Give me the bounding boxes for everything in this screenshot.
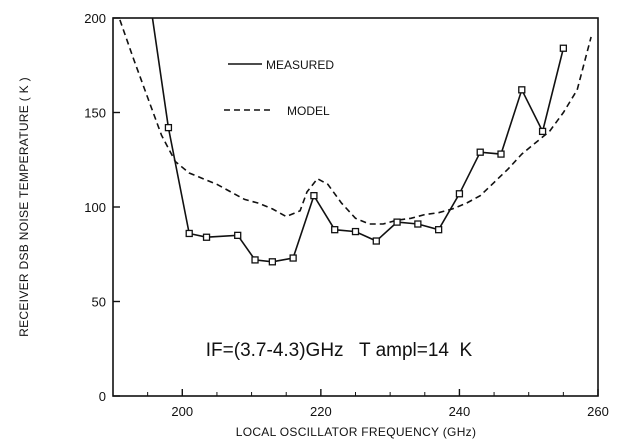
measured-point xyxy=(289,254,297,262)
measured-point xyxy=(518,86,526,94)
measured-point xyxy=(476,148,484,156)
measured-point xyxy=(434,226,443,234)
measured-point xyxy=(559,44,568,52)
legend-label-measured: MEASURED xyxy=(266,58,334,72)
x-axis-label: LOCAL OSCILLATOR FREQUENCY (GHz) xyxy=(236,425,477,439)
measured-point xyxy=(234,231,242,240)
series-layer xyxy=(119,18,592,266)
x-tick-label-220: 220 xyxy=(310,404,332,419)
y-axis-label: RECEIVER DSB NOISE TEMPERATURE ( K ) xyxy=(17,77,31,337)
x-tick-label-200: 200 xyxy=(171,404,193,419)
measured-point xyxy=(393,218,401,226)
measured-point xyxy=(310,192,318,200)
measured-point xyxy=(164,123,173,132)
legend: MEASURED MODEL xyxy=(224,58,334,118)
measured-point xyxy=(372,237,380,245)
y-tick-label-200: 200 xyxy=(84,11,106,26)
y-tick-label-0: 0 xyxy=(99,389,106,404)
measured-point xyxy=(455,190,464,198)
measured-point xyxy=(331,226,339,234)
if-annotation: IF=(3.7-4.3)GHz T ampl=14 K xyxy=(206,340,473,361)
measured-point xyxy=(414,220,422,228)
measured-point xyxy=(538,127,547,136)
x-axis-ticks: 200 220 240 260 xyxy=(147,389,609,419)
measured-point xyxy=(202,233,211,241)
measured-point xyxy=(251,256,259,264)
series-model-line xyxy=(119,19,592,225)
y-tick-label-150: 150 xyxy=(84,106,106,121)
y-tick-label-50: 50 xyxy=(92,295,106,310)
x-tick-label-240: 240 xyxy=(449,404,471,419)
measured-point xyxy=(497,150,505,158)
legend-label-model: MODEL xyxy=(287,104,330,118)
measured-point xyxy=(185,229,193,238)
y-tick-label-100: 100 xyxy=(84,200,106,215)
series-measured-line xyxy=(151,18,565,263)
y-axis-ticks: 0 50 100 150 200 xyxy=(84,11,120,404)
measured-point xyxy=(351,227,360,236)
x-tick-label-260: 260 xyxy=(587,404,609,419)
measured-point xyxy=(268,258,277,266)
